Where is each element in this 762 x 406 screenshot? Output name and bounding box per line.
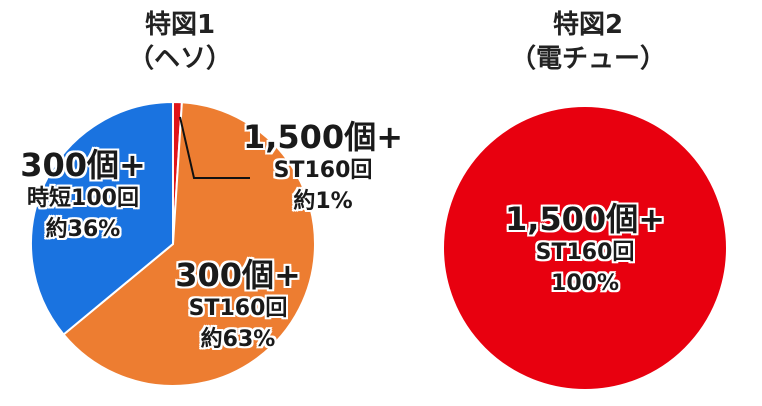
chart1-slice-1 bbox=[62, 101, 316, 387]
chart1-slice-2 bbox=[30, 100, 174, 336]
chart2-slice-0 bbox=[442, 105, 728, 391]
chart1-slice1-percent: 約63% bbox=[200, 327, 276, 352]
chart2-slice0-label: 1,500個+ ST160回 100% bbox=[500, 200, 670, 300]
chart1-slice1-st: ST160回 bbox=[188, 296, 288, 321]
chart2-slice0-percent: 100% bbox=[551, 271, 619, 296]
chart1-title-block: 特図1 （ヘソ） bbox=[70, 8, 290, 76]
chart1-subtitle: （ヘソ） bbox=[127, 44, 232, 74]
chart1-slice0-st: ST160回 bbox=[273, 158, 373, 183]
chart1-slice2-st: 時短100回 bbox=[27, 186, 139, 211]
chart1-slice0-percent: 約1% bbox=[293, 189, 353, 214]
chart1-title: 特図1 bbox=[144, 10, 216, 40]
chart1-slice2-label: 300個+ 時短100回 約36% bbox=[8, 146, 158, 246]
leader-line bbox=[179, 116, 250, 179]
chart1-slice1-label: 300個+ ST160回 約63% bbox=[168, 256, 308, 356]
pie-chart-1 bbox=[30, 100, 316, 387]
chart2-title-block: 特図2 （電チュー） bbox=[478, 8, 698, 76]
chart1-slice0-label: 1,500個+ ST160回 約1% bbox=[238, 118, 408, 218]
pie-chart-2 bbox=[442, 105, 728, 391]
chart1-slice2-prize: 300個+ bbox=[20, 146, 146, 184]
chart2-title: 特図2 bbox=[552, 10, 624, 40]
chart1-slice1-prize: 300個+ bbox=[175, 256, 301, 294]
chart1-slice0-prize: 1,500個+ bbox=[242, 118, 404, 156]
chart2-subtitle: （電チュー） bbox=[509, 44, 666, 74]
chart1-slice2-percent: 約36% bbox=[45, 217, 121, 242]
chart2-slice0-st: ST160回 bbox=[535, 240, 635, 265]
chart2-slice0-prize: 1,500個+ bbox=[504, 200, 666, 238]
